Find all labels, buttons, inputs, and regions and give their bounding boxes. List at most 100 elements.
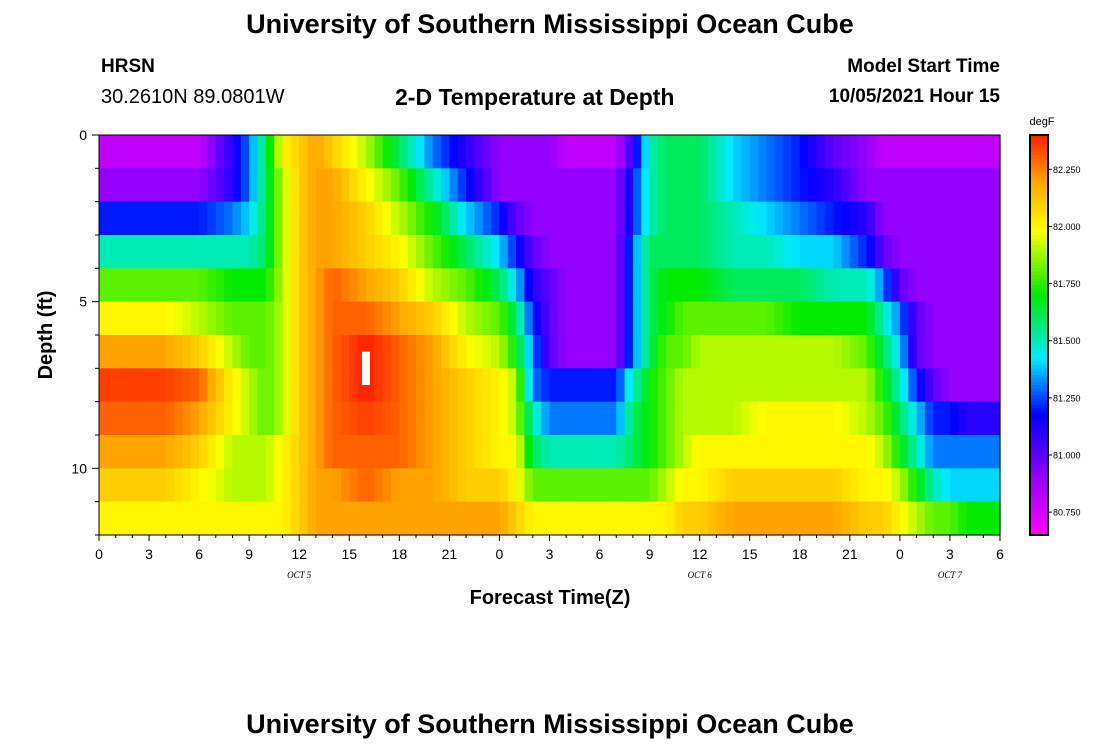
heatmap-cell — [616, 235, 626, 269]
heatmap-cell — [574, 401, 584, 436]
heatmap-cell — [833, 201, 843, 236]
heatmap-cell — [240, 401, 250, 436]
model-start-label: Model Start Time — [847, 56, 1000, 77]
heatmap-cell — [733, 335, 742, 369]
heatmap-cell — [107, 501, 117, 536]
heatmap-cell — [249, 435, 259, 469]
heatmap-cell — [165, 501, 175, 536]
heatmap-cell — [157, 501, 167, 536]
heatmap-cell — [349, 501, 359, 536]
colorbar-segment — [1030, 348, 1048, 353]
heatmap-cell — [899, 201, 909, 236]
heatmap-cell — [482, 235, 492, 269]
heatmap-cell — [265, 468, 275, 503]
heatmap-cell — [566, 435, 576, 469]
heatmap-cell — [491, 401, 501, 436]
heatmap-cell — [599, 501, 609, 536]
heatmap-cell — [374, 135, 384, 169]
heatmap-cell — [874, 168, 884, 203]
heatmap-cell — [424, 201, 434, 236]
heatmap-cell — [432, 468, 442, 503]
heatmap-cell — [799, 268, 809, 303]
heatmap-cell — [799, 135, 809, 169]
heatmap-cell — [524, 168, 534, 203]
heatmap-cell — [182, 368, 192, 403]
heatmap-cell — [724, 401, 734, 436]
heatmap-cell — [349, 168, 359, 203]
heatmap-cell — [365, 301, 375, 336]
heatmap-cell — [758, 335, 767, 369]
y-axis-label: Depth (ft) — [35, 291, 57, 380]
heatmap-cell — [257, 135, 267, 169]
heatmap-cell — [616, 468, 626, 503]
heatmap-cell — [974, 201, 984, 236]
heatmap-cell — [724, 268, 734, 303]
heatmap-cell — [232, 168, 242, 203]
heatmap-cell — [991, 335, 1001, 369]
heatmap-cell — [249, 368, 259, 403]
heatmap-cell — [591, 401, 601, 436]
heatmap-cell — [474, 168, 484, 203]
heatmap-cell — [591, 368, 601, 403]
heatmap-cell — [307, 368, 317, 403]
heatmap-cell — [657, 501, 667, 536]
heatmap-cell — [791, 135, 801, 169]
heatmap-cell — [466, 235, 476, 269]
heatmap-cell — [666, 135, 676, 169]
colorbar-segment — [1030, 508, 1048, 513]
colorbar-segment — [1030, 178, 1048, 183]
heatmap-cell — [466, 501, 476, 536]
x-tick-label: 9 — [245, 546, 253, 562]
heatmap-cell — [849, 168, 859, 203]
heatmap-cell — [424, 435, 434, 469]
heatmap-cell — [557, 501, 567, 536]
colorbar-tick-label: 81.000 — [1053, 451, 1081, 461]
heatmap-cell — [674, 401, 684, 436]
heatmap-cell — [816, 401, 826, 436]
colorbar-segment — [1030, 498, 1048, 503]
heatmap-cell — [741, 368, 751, 403]
heatmap-cell — [541, 468, 551, 503]
colorbar-segment — [1030, 341, 1048, 346]
heatmap-cell — [190, 468, 200, 503]
heatmap-cell — [691, 401, 701, 436]
heatmap-cell — [716, 501, 726, 536]
heatmap-cell — [524, 501, 534, 536]
colorbar-segment — [1030, 481, 1048, 486]
heatmap-cell — [307, 335, 317, 369]
heatmap-cell — [824, 201, 834, 236]
heatmap-cell — [808, 201, 818, 236]
heatmap-cell — [432, 435, 442, 469]
heatmap-cell — [507, 135, 517, 169]
heatmap-cell — [858, 501, 868, 536]
heatmap-cell — [808, 501, 818, 536]
heatmap-cell — [257, 168, 267, 203]
heatmap-cell — [274, 368, 284, 403]
heatmap-cell — [724, 335, 734, 369]
heatmap-cell — [974, 335, 984, 369]
heatmap-cell — [866, 435, 876, 469]
heatmap-cell — [140, 301, 150, 336]
heatmap-cell — [708, 335, 717, 369]
heatmap-cell — [390, 335, 400, 369]
heatmap-cell — [507, 368, 517, 403]
heatmap-cell — [265, 301, 275, 336]
heatmap-cell — [232, 435, 242, 469]
heatmap-cell — [224, 368, 234, 403]
colorbar-segment — [1030, 278, 1048, 283]
heatmap-cell — [449, 201, 459, 236]
heatmap-cell — [232, 368, 242, 403]
colorbar-segment — [1030, 388, 1048, 393]
heatmap-cell — [324, 301, 334, 336]
heatmap-cell — [407, 368, 417, 403]
colorbar-segment — [1030, 295, 1048, 299]
y-tick-label: 5 — [79, 294, 87, 310]
heatmap-cell — [991, 401, 1001, 436]
heatmap-cell — [399, 268, 409, 303]
heatmap-cell — [224, 235, 234, 269]
heatmap-cell — [399, 168, 409, 203]
heatmap-cell — [791, 501, 801, 536]
heatmap-cell — [549, 235, 559, 269]
heatmap-cell — [724, 501, 734, 536]
